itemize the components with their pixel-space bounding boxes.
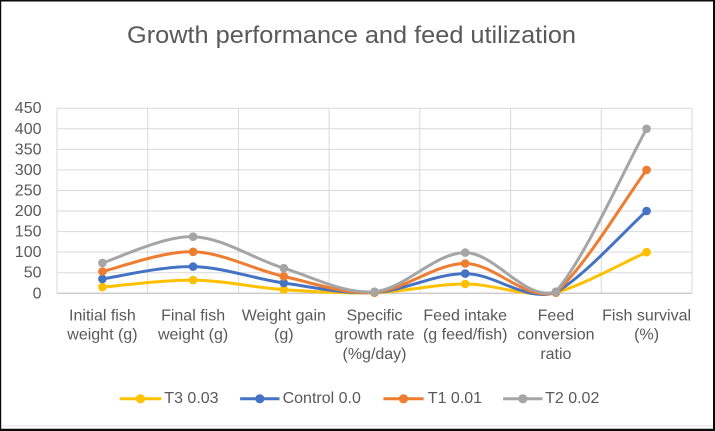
svg-text:ratio: ratio [540,346,571,363]
svg-text:Feed: Feed [538,307,574,324]
svg-text:Final fish: Final fish [161,307,225,324]
svg-text:Fish survival: Fish survival [602,307,691,324]
svg-text:Specific: Specific [346,307,402,324]
svg-text:weight (g): weight (g) [157,327,228,344]
svg-text:Feed intake: Feed intake [423,307,507,324]
svg-text:Initial fish: Initial fish [69,307,136,324]
svg-text:50: 50 [24,265,42,282]
svg-text:(g feed/fish): (g feed/fish) [423,327,507,344]
svg-text:growth rate: growth rate [334,327,414,344]
svg-text:300: 300 [15,162,42,179]
svg-text:conversion: conversion [517,327,594,344]
svg-text:Growth performance and feed ut: Growth performance and feed utilization [127,22,576,49]
svg-text:100: 100 [15,244,42,261]
svg-text:(g): (g) [274,327,294,344]
svg-text:200: 200 [15,203,42,220]
svg-text:T2 0.02: T2 0.02 [545,390,599,407]
svg-text:350: 350 [15,141,42,158]
svg-text:250: 250 [15,183,42,200]
svg-text:400: 400 [15,121,42,138]
svg-text:Control 0.0: Control 0.0 [283,390,361,407]
svg-text:Weight gain: Weight gain [242,307,326,324]
svg-text:(%g/day): (%g/day) [342,346,406,363]
svg-text:450: 450 [15,100,42,117]
svg-text:150: 150 [15,224,42,241]
svg-text:(%): (%) [634,327,659,344]
svg-text:weight (g): weight (g) [66,327,137,344]
svg-text:T3 0.03: T3 0.03 [164,390,218,407]
svg-text:0: 0 [33,285,42,302]
svg-text:T1 0.01: T1 0.01 [428,390,482,407]
